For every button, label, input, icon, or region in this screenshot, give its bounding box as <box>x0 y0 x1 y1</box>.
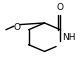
Text: O: O <box>57 3 64 12</box>
Text: NH: NH <box>62 33 76 42</box>
Text: O: O <box>13 23 20 32</box>
